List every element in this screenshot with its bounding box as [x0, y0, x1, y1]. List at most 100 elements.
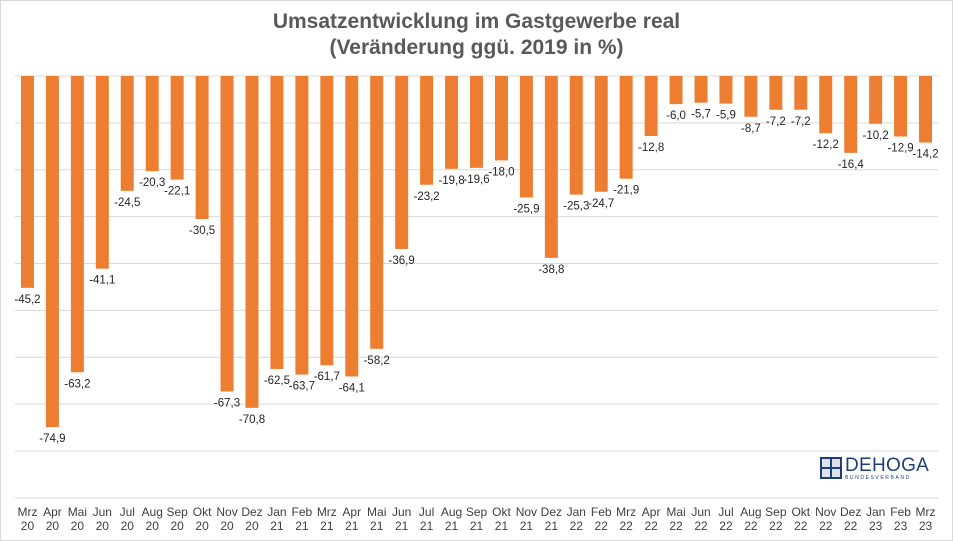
bar-21 [544, 76, 558, 258]
x-tick-year-7: 20 [195, 519, 209, 533]
x-tick-year-12: 21 [320, 519, 334, 533]
data-label-36: -14,2 [912, 149, 938, 161]
x-tick-year-11: 21 [295, 519, 309, 533]
x-tick-month-33: Dez [840, 505, 861, 519]
bar-27 [694, 76, 708, 103]
bar-25 [644, 76, 658, 136]
x-tick-year-28: 22 [719, 519, 733, 533]
data-label-34: -10,2 [863, 130, 889, 142]
data-label-18: -19,6 [463, 174, 489, 186]
x-tick-month-5: Aug [142, 505, 163, 519]
chart-title: Umsatzentwicklung im Gastgewerbe real (V… [1, 9, 952, 61]
x-tick-year-35: 23 [894, 519, 908, 533]
x-tick-month-34: Jan [866, 505, 885, 519]
x-tick-year-1: 20 [46, 519, 60, 533]
x-tick-month-14: Mai [367, 505, 386, 519]
x-tick-year-0: 20 [21, 519, 35, 533]
x-tick-month-7: Okt [193, 505, 212, 519]
x-tick-month-25: Apr [642, 505, 661, 519]
x-tick-year-3: 20 [96, 519, 110, 533]
x-tick-month-26: Mai [666, 505, 685, 519]
x-tick-month-11: Feb [292, 505, 313, 519]
data-label-20: -25,9 [513, 203, 539, 215]
x-tick-year-8: 20 [220, 519, 234, 533]
bar-7 [195, 76, 209, 219]
x-tick-month-12: Mrz [317, 505, 337, 519]
bar-16 [420, 76, 434, 185]
bar-32 [819, 76, 833, 134]
x-tick-month-8: Nov [216, 505, 237, 519]
chart-title-line-2: (Veränderung ggü. 2019 in %) [329, 36, 624, 59]
data-label-11: -63,7 [289, 381, 315, 393]
x-tick-year-25: 22 [644, 519, 658, 533]
x-tick-month-6: Sep [166, 505, 188, 519]
bar-26 [669, 76, 683, 105]
logo-name: DEHOGA [845, 454, 930, 476]
x-tick-month-9: Dez [241, 505, 262, 519]
x-tick-month-19: Okt [492, 505, 511, 519]
data-label-29: -8,7 [741, 123, 761, 135]
x-tick-month-27: Jun [691, 505, 710, 519]
logo-subtitle: BUNDESVERBAND [845, 474, 911, 481]
bar-14 [370, 76, 384, 349]
x-tick-year-29: 22 [744, 519, 758, 533]
data-label-3: -41,1 [89, 275, 115, 287]
x-tick-month-3: Jun [93, 505, 112, 519]
bar-2 [70, 76, 84, 373]
data-label-23: -24,7 [588, 198, 614, 210]
data-label-25: -12,8 [638, 142, 664, 154]
bar-29 [744, 76, 758, 117]
data-label-33: -16,4 [838, 159, 865, 171]
data-label-19: -18,0 [488, 166, 514, 178]
bar-22 [569, 76, 583, 195]
bar-8 [220, 76, 234, 392]
data-label-9: -70,8 [239, 414, 265, 426]
bar-9 [245, 76, 259, 408]
x-tick-year-22: 22 [570, 519, 584, 533]
x-tick-year-33: 22 [844, 519, 858, 533]
bar-34 [869, 76, 883, 124]
x-tick-year-2: 20 [71, 519, 85, 533]
data-label-26: -6,0 [666, 110, 686, 122]
x-tick-year-16: 21 [420, 519, 434, 533]
x-tick-year-19: 21 [495, 519, 509, 533]
bar-36 [919, 76, 933, 143]
x-tick-month-35: Feb [890, 505, 911, 519]
x-tick-year-34: 23 [869, 519, 883, 533]
x-tick-year-10: 21 [270, 519, 284, 533]
bar-11 [295, 76, 309, 375]
bar-4 [120, 76, 134, 191]
data-label-5: -20,3 [139, 177, 165, 189]
x-tick-month-22: Jan [567, 505, 586, 519]
data-label-24: -21,9 [613, 185, 639, 197]
x-tick-month-31: Okt [791, 505, 810, 519]
bar-5 [145, 76, 159, 172]
data-label-16: -23,2 [413, 191, 439, 203]
bar-24 [619, 76, 633, 179]
x-tick-year-27: 22 [694, 519, 708, 533]
x-tick-year-21: 21 [545, 519, 559, 533]
data-label-22: -25,3 [563, 201, 589, 213]
x-tick-year-23: 22 [595, 519, 609, 533]
data-label-7: -30,5 [189, 225, 215, 237]
x-tick-year-6: 20 [170, 519, 184, 533]
bar-19 [494, 76, 508, 161]
data-label-14: -58,2 [364, 355, 390, 367]
dehoga-logo: DEHOGA BUNDESVERBAND [820, 453, 929, 483]
x-tick-year-36: 23 [919, 519, 933, 533]
data-label-12: -61,7 [314, 371, 340, 383]
bar-30 [769, 76, 783, 110]
x-tick-month-32: Nov [815, 505, 836, 519]
data-label-32: -12,2 [813, 139, 839, 151]
bar-35 [894, 76, 908, 137]
data-label-2: -63,2 [64, 378, 90, 390]
data-label-8: -67,3 [214, 397, 240, 409]
bar-15 [395, 76, 409, 249]
data-label-31: -7,2 [791, 116, 811, 128]
data-label-6: -22,1 [164, 186, 190, 198]
bar-13 [345, 76, 359, 377]
x-tick-month-29: Aug [740, 505, 761, 519]
data-label-17: -19,8 [438, 175, 464, 187]
x-tick-year-20: 21 [520, 519, 534, 533]
